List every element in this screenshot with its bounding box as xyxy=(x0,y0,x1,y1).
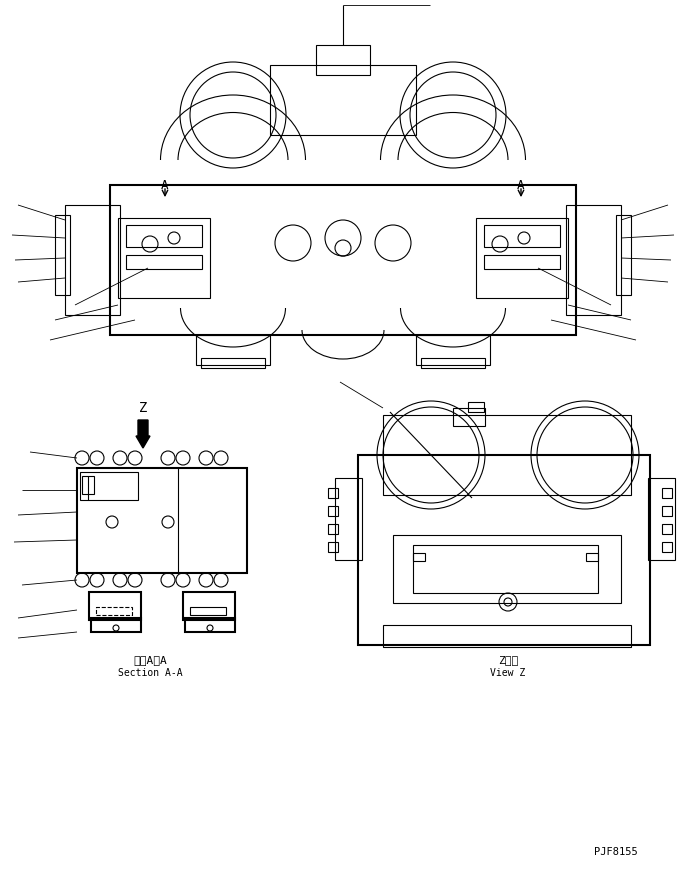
Bar xyxy=(328,488,338,498)
Bar xyxy=(476,218,568,298)
Text: A: A xyxy=(517,179,525,192)
Bar xyxy=(110,185,576,335)
Bar xyxy=(662,506,672,516)
Text: 断面A－A: 断面A－A xyxy=(133,655,167,665)
Bar xyxy=(421,358,485,368)
Bar xyxy=(328,524,338,534)
Bar xyxy=(118,218,210,298)
Text: A: A xyxy=(161,179,169,192)
Bar xyxy=(383,415,631,495)
Bar xyxy=(190,607,226,615)
Bar xyxy=(413,545,598,593)
Bar xyxy=(91,618,141,632)
Bar xyxy=(316,45,370,75)
Bar xyxy=(196,335,270,365)
Bar xyxy=(616,215,631,295)
Bar xyxy=(65,205,120,315)
Bar xyxy=(126,255,202,269)
Bar xyxy=(383,625,631,647)
Bar xyxy=(566,205,621,315)
Bar xyxy=(358,455,650,645)
Bar xyxy=(416,335,490,365)
Bar xyxy=(183,592,235,620)
Bar xyxy=(484,225,560,247)
Bar xyxy=(453,408,485,426)
Bar xyxy=(413,553,425,561)
Bar xyxy=(82,476,94,494)
Bar xyxy=(328,542,338,552)
Bar xyxy=(648,478,675,560)
Bar xyxy=(96,607,132,615)
Bar xyxy=(126,225,202,247)
Bar xyxy=(586,553,598,561)
Bar xyxy=(393,535,621,603)
Bar xyxy=(270,65,416,135)
Bar xyxy=(89,592,141,620)
Bar xyxy=(80,472,138,500)
Bar xyxy=(468,402,484,412)
Bar xyxy=(484,255,560,269)
Bar xyxy=(662,488,672,498)
Text: PJF8155: PJF8155 xyxy=(594,847,638,857)
Text: Section A-A: Section A-A xyxy=(118,668,182,678)
Bar xyxy=(55,215,70,295)
Bar xyxy=(662,542,672,552)
FancyArrow shape xyxy=(136,420,150,448)
Bar xyxy=(185,618,235,632)
Text: View Z: View Z xyxy=(490,668,525,678)
Text: Z: Z xyxy=(139,401,147,415)
Bar xyxy=(77,468,247,573)
Text: Z　視: Z 視 xyxy=(498,655,518,665)
Bar xyxy=(328,506,338,516)
Bar xyxy=(335,478,362,560)
Bar xyxy=(662,524,672,534)
Bar xyxy=(201,358,265,368)
